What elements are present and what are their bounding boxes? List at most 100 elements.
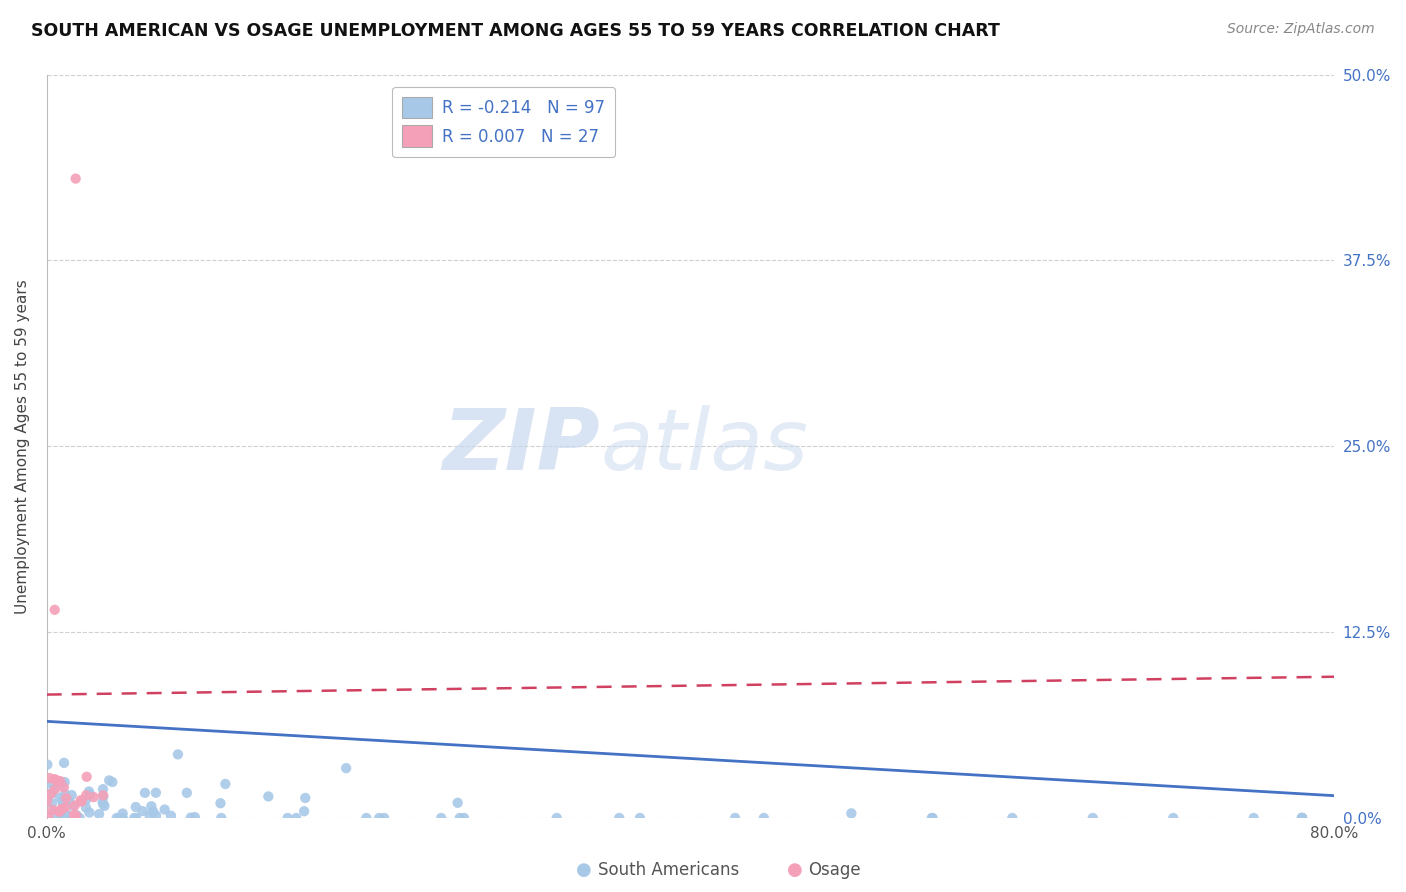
Text: ZIP: ZIP (443, 405, 600, 488)
Point (145, 786, 167, 800)
Point (607, 811, 630, 825)
Point (56, 811, 79, 825)
Point (58, 795, 80, 809)
Point (111, 811, 134, 825)
Point (335, 761, 357, 775)
Point (42, 806, 65, 821)
Legend: R = -0.214   N = 97, R = 0.007   N = 27: R = -0.214 N = 97, R = 0.007 N = 27 (392, 87, 616, 157)
Point (44, 772, 66, 787)
Point (55, 811, 77, 825)
Text: South Americans: South Americans (598, 861, 738, 879)
Text: Osage: Osage (808, 861, 860, 879)
Point (111, 811, 134, 825)
Point (447, 796, 470, 810)
Point (373, 811, 395, 825)
Point (63, 798, 86, 813)
Point (1291, 811, 1313, 825)
Point (49, 802, 72, 816)
Point (48, 805, 70, 819)
Point (56, 808, 79, 822)
Point (841, 806, 863, 821)
Point (449, 811, 471, 825)
Point (142, 805, 165, 819)
Point (65, 171, 87, 186)
Point (101, 775, 124, 789)
Point (134, 786, 156, 800)
Point (45, 773, 67, 788)
Point (1291, 811, 1313, 825)
Point (430, 811, 453, 825)
Point (141, 799, 163, 814)
Point (1291, 811, 1313, 825)
Point (1161, 811, 1184, 825)
Point (122, 811, 145, 825)
Point (55, 800, 77, 814)
Point (724, 811, 747, 825)
Point (752, 811, 775, 825)
Point (49, 774, 72, 789)
Point (294, 791, 316, 805)
Point (153, 803, 176, 817)
Point (35, 794, 58, 808)
Point (65, 808, 87, 822)
Point (38, 771, 60, 785)
Point (257, 789, 280, 804)
Point (53, 811, 76, 825)
Point (921, 811, 943, 825)
Point (356, 811, 378, 825)
Point (35, 776, 58, 790)
Point (41, 803, 63, 817)
Point (53, 775, 76, 789)
Text: ●: ● (575, 861, 592, 879)
Point (453, 811, 475, 825)
Y-axis label: Unemployment Among Ages 55 to 59 years: Unemployment Among Ages 55 to 59 years (15, 279, 30, 614)
Point (214, 777, 236, 791)
Point (83, 790, 105, 805)
Point (277, 811, 299, 825)
Point (292, 804, 315, 818)
Point (65, 808, 87, 822)
Point (111, 811, 134, 825)
Point (1291, 811, 1313, 825)
Point (79, 788, 101, 802)
Text: atlas: atlas (600, 405, 808, 488)
Point (69, 811, 91, 825)
Point (1081, 811, 1104, 825)
Point (131, 804, 153, 818)
Point (93, 798, 115, 813)
Point (546, 811, 568, 825)
Point (160, 809, 183, 823)
Point (75, 793, 97, 807)
Point (138, 808, 160, 822)
Point (39, 787, 62, 801)
Point (285, 811, 308, 825)
Point (49, 811, 72, 825)
Point (44, 603, 66, 617)
Point (108, 811, 131, 825)
Point (93, 789, 115, 804)
Point (125, 800, 148, 814)
Point (98, 773, 121, 788)
Point (77, 784, 100, 798)
Point (44, 781, 66, 796)
Point (921, 811, 943, 825)
Point (75, 800, 97, 814)
Point (51, 802, 73, 816)
Point (76, 770, 98, 784)
Point (209, 811, 232, 825)
Point (62, 798, 84, 813)
Point (63, 808, 86, 822)
Point (41, 786, 63, 800)
Text: SOUTH AMERICAN VS OSAGE UNEMPLOYMENT AMONG AGES 55 TO 59 YEARS CORRELATION CHART: SOUTH AMERICAN VS OSAGE UNEMPLOYMENT AMO… (31, 22, 1000, 40)
Point (91, 797, 114, 811)
Point (368, 811, 391, 825)
Point (60, 788, 83, 802)
Point (44, 782, 66, 797)
Point (1243, 811, 1265, 825)
Point (53, 756, 76, 770)
Point (79, 805, 101, 820)
Point (37, 809, 59, 823)
Point (180, 811, 202, 825)
Point (52, 805, 75, 819)
Point (145, 808, 167, 822)
